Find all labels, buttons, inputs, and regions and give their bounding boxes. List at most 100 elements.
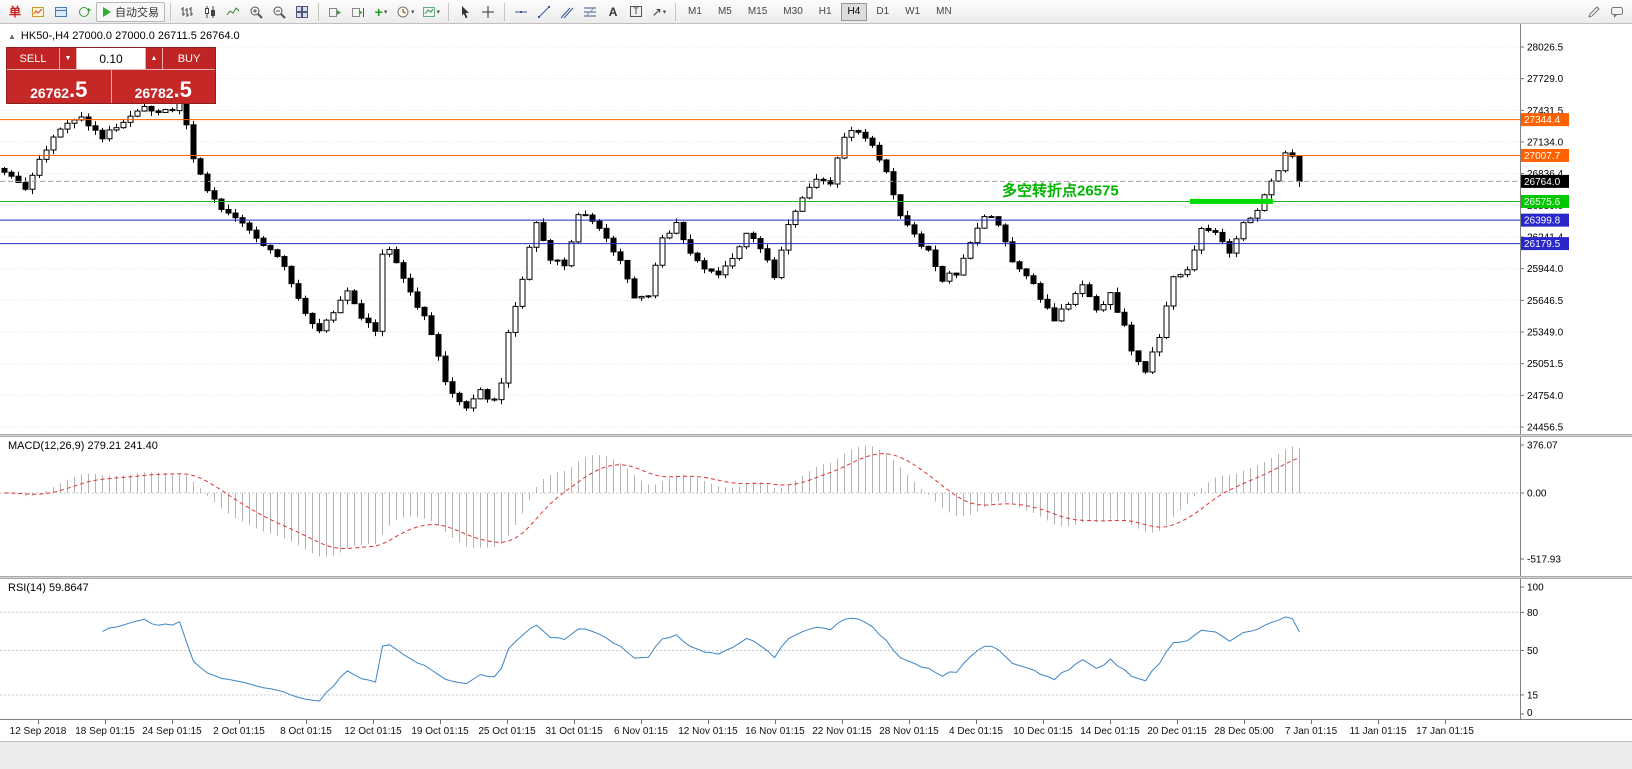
candle-body <box>708 268 715 272</box>
time-axis[interactable]: 12 Sep 2018 18 Sep 01:15 24 Sep 01:15 2 Oct… <box>0 719 1632 741</box>
tile-windows-button[interactable] <box>291 2 313 22</box>
refresh-button[interactable] <box>73 2 95 22</box>
rsi-axis[interactable] <box>1520 579 1632 719</box>
time-axis-label: 28 Dec 05:00 <box>1214 726 1274 737</box>
oct-collapse-icon[interactable]: ▲ <box>8 31 16 41</box>
candle-body <box>1093 296 1100 311</box>
text-tool-button[interactable]: A <box>602 2 624 22</box>
arrows-tool-button[interactable]: ↗ ▾ <box>648 2 670 22</box>
timeframe-h1-button[interactable]: H1 <box>812 3 839 21</box>
sell-button[interactable]: SELL <box>7 48 59 69</box>
candle-body <box>330 312 337 321</box>
line-chart-button[interactable] <box>222 2 244 22</box>
edit-button[interactable] <box>1583 2 1605 22</box>
candle-body <box>1114 292 1121 313</box>
timeframe-d1-button[interactable]: D1 <box>869 3 896 21</box>
candle-body <box>876 144 883 161</box>
auto-trading-button[interactable]: 自动交易 <box>96 1 165 22</box>
candle-body <box>400 262 407 279</box>
candle-body <box>897 194 904 217</box>
candle-body <box>351 290 358 305</box>
volume-input[interactable] <box>77 48 145 69</box>
price-line-label[interactable] <box>1521 213 1569 227</box>
candle-body <box>974 227 981 244</box>
timeframe-m5-button[interactable]: M5 <box>711 3 739 21</box>
add-indicator-button[interactable]: + ▾ <box>370 2 392 22</box>
price-line-label[interactable] <box>1521 237 1569 251</box>
fibonacci-tool-button[interactable] <box>579 2 601 22</box>
time-axis-label: 16 Nov 01:15 <box>745 726 805 737</box>
chart-annotation[interactable]: 多空转折点26575 <box>1002 181 1119 199</box>
auto-scroll-button[interactable] <box>324 2 346 22</box>
price-axis-tick: 25349.0 <box>1527 328 1564 339</box>
price-axis-tick: 24754.0 <box>1527 391 1564 402</box>
panel-splitter-1[interactable] <box>0 434 1632 437</box>
price-line-label[interactable] <box>1521 174 1569 188</box>
buy-price-button[interactable]: 26782.5 <box>112 70 216 103</box>
cursor-button[interactable] <box>454 2 476 22</box>
timeframe-mn-button[interactable]: MN <box>929 3 959 21</box>
buy-button[interactable]: BUY <box>163 48 215 69</box>
templates-button[interactable]: ▾ <box>419 2 444 22</box>
tile-windows-icon <box>296 5 308 18</box>
toolbar-separator <box>170 2 171 21</box>
candle-body <box>1016 261 1023 270</box>
panel-splitter-2[interactable] <box>0 576 1632 579</box>
zoom-out-button[interactable] <box>268 2 290 22</box>
toolbar-separator <box>318 2 319 21</box>
price-axis-tick: 24456.5 <box>1527 423 1564 434</box>
auto-trading-label: 自动交易 <box>115 6 159 19</box>
periods-button[interactable]: ▾ <box>393 2 418 22</box>
price-axis-tick: 27729.0 <box>1527 74 1564 85</box>
terminal-button[interactable] <box>50 2 72 22</box>
time-tick-mark <box>842 720 843 724</box>
timeframe-group: M1 M5 M15 M30 H1 H4 D1 W1 MN <box>681 2 959 21</box>
time-tick-mark <box>1244 720 1245 724</box>
volume-decrease-button[interactable]: ▼ <box>59 48 77 69</box>
macd-axis[interactable] <box>1520 437 1632 576</box>
candle-body <box>323 319 330 332</box>
candle-body <box>701 260 708 270</box>
cursor-icon <box>462 5 470 18</box>
price-line-label[interactable] <box>1521 148 1569 162</box>
candle-body <box>694 252 701 262</box>
zoom-in-button[interactable] <box>245 2 267 22</box>
time-tick-mark <box>1311 720 1312 724</box>
time-axis-label: 28 Nov 01:15 <box>879 726 939 737</box>
candle-body <box>1044 298 1051 309</box>
volume-increase-button[interactable]: ▲ <box>145 48 163 69</box>
price-axis[interactable] <box>1520 24 1632 434</box>
price-line-label[interactable] <box>1521 194 1569 208</box>
candle-body <box>295 283 302 299</box>
price-line-label-text: 27344.4 <box>1524 115 1561 126</box>
new-order-button[interactable]: 单 <box>4 2 26 22</box>
channel-tool-button[interactable] <box>556 2 578 22</box>
timeframe-h4-button[interactable]: H4 <box>840 2 868 21</box>
label-tool-button[interactable]: T <box>625 2 647 22</box>
chart-shift-button[interactable] <box>347 2 369 22</box>
price-line-label[interactable] <box>1521 113 1569 127</box>
timeframe-m1-button[interactable]: M1 <box>681 3 709 21</box>
bar-chart-button[interactable] <box>176 2 198 22</box>
crosshair-button[interactable] <box>477 2 499 22</box>
timeframe-w1-button[interactable]: W1 <box>898 3 927 21</box>
sell-price-button[interactable]: 26762.5 <box>7 70 112 103</box>
candle-body <box>71 119 78 124</box>
candle-body <box>176 102 183 112</box>
candle-body <box>1226 241 1233 254</box>
timeframe-m30-button[interactable]: M30 <box>776 3 809 21</box>
candle-body <box>50 136 57 151</box>
horizontal-line-tool-button[interactable] <box>510 2 532 22</box>
timeframe-m15-button[interactable]: M15 <box>741 3 774 21</box>
highlight-trend-segment[interactable] <box>1190 198 1273 204</box>
market-watch-button[interactable] <box>27 2 49 22</box>
oct-price-row: 26762.5 26782.5 <box>7 70 215 103</box>
candle-body <box>610 237 617 253</box>
candlestick-chart-button[interactable] <box>199 2 221 22</box>
chat-button[interactable] <box>1606 2 1628 22</box>
time-tick-mark <box>507 720 508 724</box>
text-icon: A <box>608 4 618 19</box>
candle-body <box>85 116 92 127</box>
trendline-tool-button[interactable] <box>533 2 555 22</box>
candle-body <box>722 265 729 276</box>
